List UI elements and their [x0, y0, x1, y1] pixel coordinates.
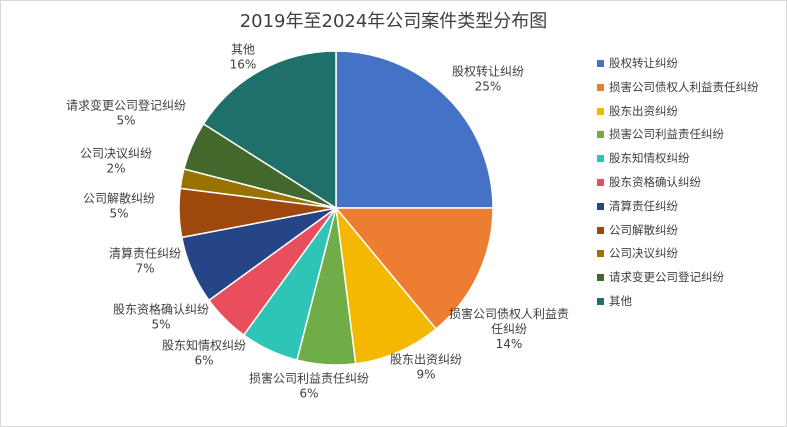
- slice-data-label: 股东资格确认纠纷 5%: [113, 302, 209, 332]
- legend-label: 损害公司利益责任纠纷: [609, 127, 724, 142]
- legend-label: 其他: [609, 293, 632, 308]
- legend-swatch: [597, 107, 604, 115]
- slice-data-label: 股东出资纠纷 9%: [390, 353, 462, 382]
- legend-swatch: [597, 178, 604, 186]
- slice-data-label: 损害公司利益责任纠纷 6%: [249, 371, 369, 401]
- legend-item: 股东知情权纠纷: [597, 150, 782, 174]
- legend-label: 公司解散纠纷: [609, 222, 678, 237]
- legend-swatch: [597, 131, 604, 139]
- slice-data-label: 股东知情权纠纷 6%: [162, 339, 246, 368]
- slice-data-label: 公司解散纠纷 5%: [83, 191, 155, 221]
- legend-swatch: [597, 250, 604, 258]
- slice-data-label: 其他 16%: [230, 43, 257, 72]
- slice-data-label: 公司决议纠纷 2%: [80, 147, 152, 176]
- pie-slice: [334, 207, 494, 331]
- legend-swatch: [597, 274, 604, 282]
- legend-item: 股权转让纠纷: [597, 55, 782, 79]
- slice-data-label: 损害公司债权人利益责任纠纷 14%: [449, 306, 569, 351]
- legend-item: 清算责任纠纷: [597, 198, 782, 222]
- pie-slice: [202, 50, 337, 210]
- pie-slice: [334, 205, 438, 365]
- legend-label: 请求变更公司登记纠纷: [609, 270, 724, 285]
- legend-swatch: [597, 83, 604, 91]
- legend-item: 股东出资纠纷: [597, 103, 782, 127]
- legend-item: 公司解散纠纷: [597, 222, 782, 246]
- legend-swatch: [597, 202, 604, 210]
- legend-item: 损害公司债权人利益责任纠纷: [597, 79, 782, 103]
- slice-data-label: 请求变更公司登记纠纷 5%: [66, 98, 186, 128]
- legend-label: 股权转让纠纷: [609, 56, 678, 70]
- slice-data-label: 清算责任纠纷 7%: [109, 246, 181, 276]
- legend-swatch: [597, 60, 604, 67]
- legend-item: 其他: [597, 293, 782, 317]
- legend-label: 公司决议纠纷: [609, 246, 678, 261]
- slice-data-label: 股权转让纠纷 25%: [452, 64, 524, 94]
- legend-label: 损害公司债权人利益责任纠纷: [609, 79, 759, 94]
- legend-swatch: [597, 155, 604, 163]
- legend-item: 请求变更公司登记纠纷: [597, 269, 782, 293]
- pie-slice: [335, 50, 494, 209]
- legend-item: 损害公司利益责任纠纷: [597, 126, 782, 150]
- legend: 股权转让纠纷损害公司债权人利益责任纠纷 股东出资纠纷损害公司利益责任纠纷 股东知情权…: [597, 55, 782, 317]
- legend-item: 股东资格确认纠纷: [597, 174, 782, 198]
- legend-swatch: [597, 297, 604, 305]
- chart-title: 2019年至2024年公司案件类型分布图: [239, 11, 548, 32]
- legend-label: 清算责任纠纷: [609, 198, 678, 213]
- legend-swatch: [597, 226, 604, 234]
- legend-label: 股东知情权纠纷: [609, 151, 690, 166]
- legend-label: 股东资格确认纠纷: [609, 174, 701, 189]
- legend-item: 公司决议纠纷: [597, 245, 782, 269]
- legend-label: 股东出资纠纷: [609, 103, 678, 118]
